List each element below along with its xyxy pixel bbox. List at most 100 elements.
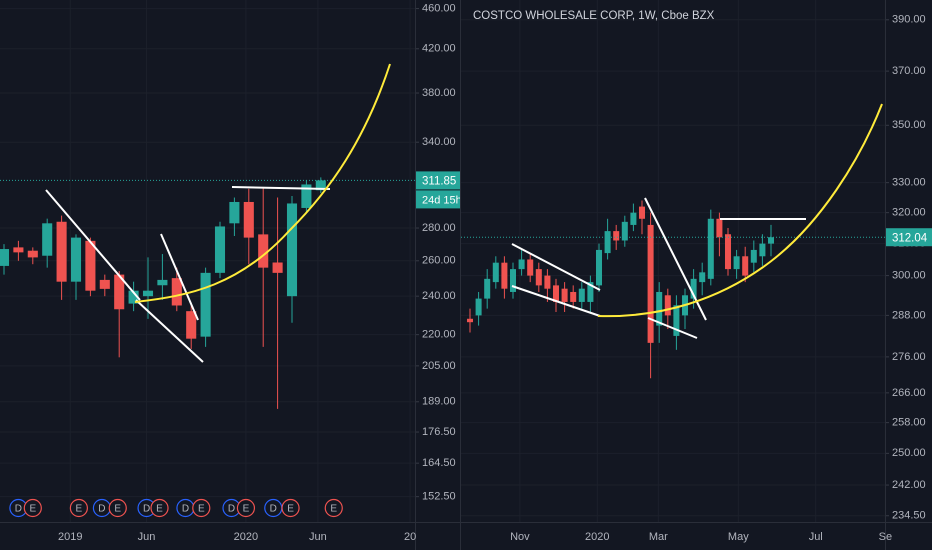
candle-body [750, 249, 757, 263]
trend-line [647, 317, 698, 339]
candle-body [570, 291, 577, 302]
y-tick-label: 189.00 [422, 396, 456, 408]
candle-body [604, 231, 611, 254]
trend-line [45, 189, 141, 301]
x-tick-label: May [728, 531, 749, 543]
candle-body [501, 262, 508, 289]
right-drawings [511, 103, 883, 339]
x-tick-label: Jun [309, 531, 327, 543]
y-tick-label: 240.00 [422, 290, 456, 302]
x-tick-label: Nov [510, 531, 530, 543]
y-tick-label: 250.00 [892, 447, 926, 459]
x-tick-label: Se [879, 531, 892, 543]
y-tick-label: 276.00 [892, 351, 926, 363]
y-tick-label: 460.00 [422, 2, 456, 14]
candle-body [214, 226, 226, 273]
event-label: D [270, 504, 277, 515]
candle-body [587, 282, 594, 302]
trend-line [511, 285, 601, 317]
candle-body [200, 272, 211, 337]
candle-body [56, 221, 67, 282]
event-label: E [330, 504, 337, 515]
candle-body [767, 237, 775, 244]
y-tick-label: 300.00 [892, 269, 926, 281]
candle-body [509, 269, 517, 292]
event-label: D [228, 504, 235, 515]
candle-body [613, 231, 620, 241]
trend-line [644, 197, 707, 321]
candle-body [647, 224, 654, 343]
countdown-tag [416, 190, 460, 209]
event-marker [23, 498, 42, 518]
candle-body [85, 240, 96, 291]
candle-body [171, 278, 182, 306]
candle-body [656, 291, 663, 326]
left-drawings [45, 63, 391, 363]
chart-title: COSTCO WHOLESALE CORP, 1W, Cboe BZX [473, 10, 715, 22]
price-tag [416, 171, 460, 190]
y-tick-label: 380.00 [422, 87, 456, 99]
candle-body [699, 272, 706, 283]
candle-body [621, 221, 628, 241]
event-label: D [143, 504, 150, 515]
candle-body [286, 203, 298, 297]
event-label: D [15, 504, 22, 515]
candle-body [229, 201, 240, 224]
candle-body [492, 262, 499, 283]
candle-body [690, 278, 697, 299]
candle-body [243, 201, 254, 238]
candle-body [544, 275, 551, 289]
candle-body [186, 311, 197, 339]
left-pane: 460.00 420.00 380.00 340.00 280.00 260.00 240.… [0, 0, 460, 550]
candle-body [42, 223, 53, 256]
y-tick-label: 152.50 [422, 491, 456, 503]
candle-body [759, 243, 766, 257]
event-marker [69, 498, 88, 518]
y-tick-label: 205.00 [422, 360, 456, 372]
candle-body [27, 250, 38, 258]
event-marker [150, 498, 169, 518]
resistance-line [231, 186, 331, 190]
candle-body [475, 298, 482, 316]
y-tick-label: 390.00 [892, 14, 926, 26]
candle-body [114, 274, 125, 310]
y-tick-label: 234.50 [892, 510, 926, 522]
trend-line [511, 243, 601, 291]
candle-body [673, 305, 680, 336]
trend-line [135, 299, 204, 363]
curve [134, 63, 391, 303]
x-tick-label: 2020 [585, 531, 609, 543]
candle-body [638, 206, 646, 219]
candle-body [561, 288, 568, 302]
candle-body [301, 184, 312, 208]
y-tick-label: 242.00 [892, 479, 926, 491]
x-tick-label: 2020 [234, 531, 258, 543]
y-tick-label: 260.00 [422, 255, 456, 267]
candle-body [518, 259, 525, 270]
price-tag [886, 228, 932, 247]
candle-body [552, 285, 560, 302]
y-tick-label: 370.00 [892, 65, 926, 77]
y-tick-label: 288.00 [892, 309, 926, 321]
candle-body [535, 269, 542, 286]
candle-body [527, 259, 534, 276]
candle-body [595, 249, 603, 286]
candle-body [484, 278, 491, 299]
candle-body [664, 295, 671, 316]
y-tick-label: 164.50 [422, 457, 456, 469]
event-marker [324, 498, 343, 518]
candle-body [142, 290, 154, 297]
candle-body [707, 218, 714, 279]
x-tick-label: 20 [404, 531, 416, 543]
y-tick-label: 420.00 [422, 43, 456, 55]
event-label: E [156, 504, 163, 515]
candle-body [70, 237, 82, 282]
event-label: D [182, 504, 189, 515]
event-label: E [29, 504, 36, 515]
y-tick-label: 280.00 [422, 222, 456, 234]
candle-body [13, 247, 24, 253]
candle-body [724, 234, 732, 270]
x-tick-label: Mar [649, 531, 668, 543]
